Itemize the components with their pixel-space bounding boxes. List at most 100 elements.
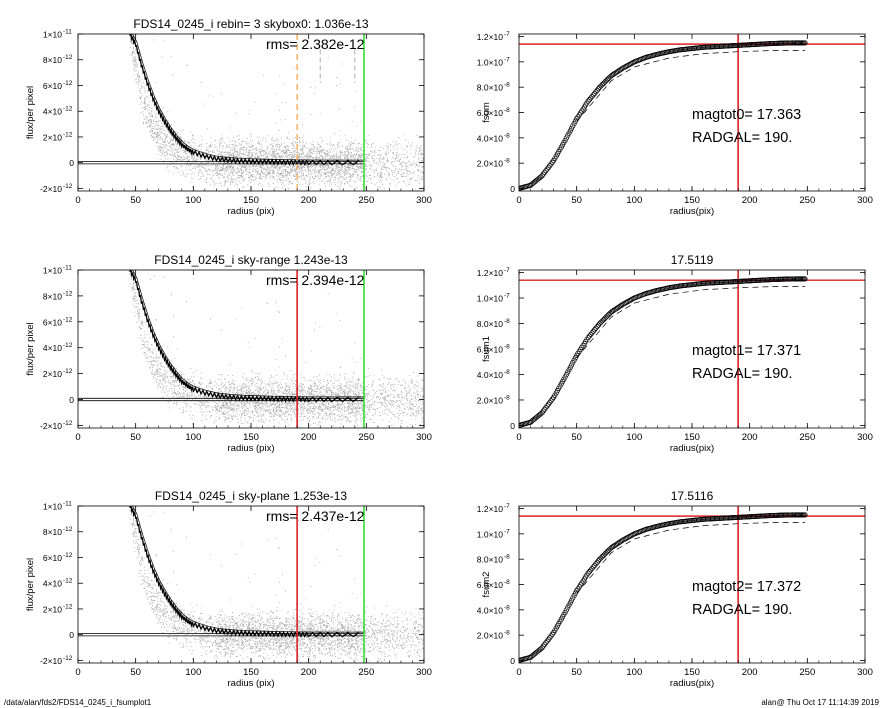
curve-point — [565, 133, 571, 139]
curve-point — [572, 590, 578, 596]
profile-curve-upper — [132, 506, 366, 633]
curve-point — [767, 513, 773, 519]
rms-annotation: rms= 2.437e-12 — [266, 508, 365, 524]
curve-point — [611, 543, 617, 549]
curve-point — [566, 367, 572, 373]
y-tick-exponent: -12 — [63, 368, 73, 375]
curve-point — [542, 169, 548, 175]
curve-point — [609, 308, 616, 314]
curve-point — [597, 84, 603, 90]
x-tick-label: 150 — [684, 432, 700, 443]
y-tick-exponent: -11 — [63, 501, 72, 508]
x-tick-label: 200 — [301, 432, 317, 443]
model-dashed-curve — [576, 50, 805, 122]
profile-curve — [129, 506, 359, 638]
curve-point — [571, 593, 577, 599]
x-tick-label: 100 — [185, 195, 201, 206]
x-axis-label: radius (pix) — [228, 443, 275, 454]
x-tick-label: 250 — [799, 667, 815, 678]
curve-point — [715, 43, 721, 50]
curve-point — [549, 159, 555, 165]
y-tick-exponent: -11 — [63, 29, 72, 36]
x-tick-label: 300 — [416, 432, 432, 443]
curve-point — [784, 276, 790, 282]
curve-point — [613, 306, 619, 312]
curve-point — [733, 514, 739, 521]
curve-point — [743, 278, 749, 284]
x-tick-label: 300 — [857, 195, 873, 206]
curve-point — [548, 398, 554, 404]
curve-point — [566, 130, 572, 136]
curve-point — [562, 374, 568, 380]
y-tick-exponent: -8 — [504, 107, 510, 114]
curve-point — [588, 331, 594, 337]
curve-point — [563, 607, 569, 613]
curve-point — [588, 567, 594, 573]
curve-point — [601, 80, 607, 86]
y-tick-label: 8×10 — [43, 291, 62, 301]
curve-point — [595, 86, 602, 92]
curve-point — [785, 512, 791, 518]
curve-point — [606, 547, 612, 553]
curve-point — [567, 364, 573, 370]
curve-point — [780, 276, 786, 282]
curve-point — [585, 98, 591, 104]
x-tick-label: 300 — [416, 195, 432, 206]
x-tick-label: 50 — [571, 432, 582, 443]
curve-point — [585, 334, 591, 341]
x-tick-label: 0 — [516, 195, 521, 206]
x-tick-label: 50 — [130, 432, 141, 443]
y-tick-exponent: -12 — [63, 420, 73, 427]
y-tick-label: 0 — [69, 395, 74, 405]
curve-point — [721, 279, 727, 285]
curve-point — [593, 561, 599, 567]
curve-point — [602, 315, 608, 321]
x-tick-label: 50 — [130, 667, 141, 678]
y-tick-label: 6.0×10 — [477, 345, 504, 355]
y-tick-exponent: -7 — [504, 293, 510, 300]
curve-point — [786, 512, 792, 518]
x-tick-label: 150 — [684, 667, 700, 678]
x-tick-label: 250 — [358, 432, 374, 443]
curve-point — [548, 161, 554, 167]
curve-point — [707, 44, 713, 50]
curve-point — [604, 77, 610, 83]
y-tick-exponent: -12 — [63, 183, 73, 190]
curve-point — [544, 638, 550, 644]
curve-point — [562, 137, 568, 143]
y-tick-label: 8×10 — [43, 55, 62, 65]
curve-point — [543, 405, 549, 411]
curve-point — [589, 93, 595, 100]
curve-point — [622, 300, 628, 306]
curve-point — [606, 312, 612, 318]
curve-point — [758, 41, 764, 47]
curve-point — [585, 570, 591, 576]
curve-point — [603, 78, 609, 84]
y-tick-exponent: -7 — [504, 31, 510, 38]
curve-point — [609, 72, 616, 78]
curve-point — [549, 396, 555, 402]
curve-point — [544, 403, 550, 409]
curve-point — [570, 123, 576, 129]
radgal-annotation: RADGAL= 190. — [692, 130, 792, 146]
curve-point — [741, 42, 748, 48]
curve-point — [786, 40, 792, 46]
curve-point — [562, 609, 568, 615]
curve-point — [540, 408, 546, 414]
curve-point — [563, 135, 569, 141]
curve-point — [703, 280, 709, 286]
y-tick-exponent: -12 — [63, 526, 73, 533]
curve-point — [595, 558, 602, 564]
curve-point — [545, 164, 552, 170]
curve-point — [538, 174, 544, 180]
x-tick-label: 200 — [742, 195, 758, 206]
y-axis-label: flux/per pixel — [25, 86, 36, 139]
y-tick-label: 8.0×10 — [477, 319, 504, 329]
y-axis-label: fsum — [481, 102, 492, 123]
y-tick-label: -2×10 — [40, 184, 62, 194]
curve-point — [622, 536, 628, 542]
y-axis-label: flux/per pixel — [25, 322, 36, 375]
x-tick-label: 50 — [571, 667, 582, 678]
